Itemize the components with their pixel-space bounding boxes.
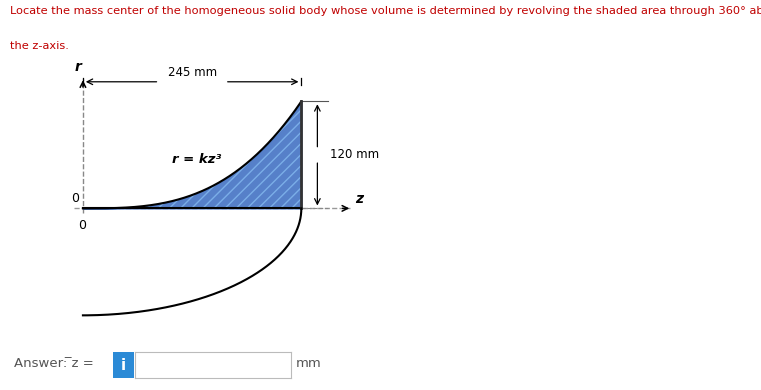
Text: 120 mm: 120 mm (330, 148, 379, 161)
Text: 0: 0 (78, 219, 86, 232)
Text: the z-axis.: the z-axis. (10, 41, 68, 51)
Text: mm: mm (295, 357, 321, 370)
Text: r = kz³: r = kz³ (172, 152, 221, 166)
Text: Answer: ̅z =: Answer: ̅z = (14, 357, 94, 370)
Text: 0: 0 (72, 192, 79, 205)
Text: 245 mm: 245 mm (167, 66, 217, 79)
Text: z: z (355, 192, 363, 206)
Text: r: r (75, 60, 81, 74)
Text: Locate the mass center of the homogeneous solid body whose volume is determined : Locate the mass center of the homogeneou… (10, 6, 761, 16)
Text: i: i (121, 358, 126, 372)
